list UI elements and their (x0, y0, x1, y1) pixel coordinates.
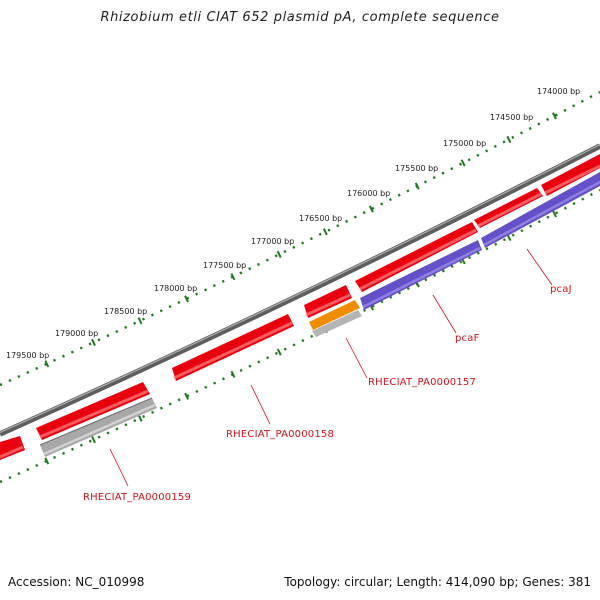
gene-label-rheciat-pa0000158[interactable]: RHECIAT_PA0000158 (226, 429, 334, 440)
outer-major-tick (506, 135, 512, 144)
leader-line (250, 384, 271, 425)
outer-major-tick (460, 159, 466, 167)
scale-tick-label: 177500 bp (203, 261, 246, 270)
forward-strand-features (0, 154, 600, 460)
reverse-strand-features (39, 172, 600, 457)
scale-tick-label: 175000 bp (443, 139, 486, 148)
scale-tick-label: 178500 bp (104, 307, 147, 316)
inner-major-tick (184, 392, 190, 400)
gene-label-pcaf[interactable]: pcaF (455, 333, 480, 344)
scale-tick-label: 176500 bp (299, 214, 342, 223)
leader-line (432, 294, 457, 334)
leader-line (526, 248, 553, 286)
outer-major-tick (44, 360, 50, 368)
outer-major-tick (184, 295, 189, 303)
outer-major-tick (368, 205, 374, 213)
leader-line (109, 448, 129, 487)
inner-major-tick (44, 457, 50, 465)
scale-tick-label: 177000 bp (251, 237, 294, 246)
scale-tick-label: 175500 bp (395, 164, 438, 173)
outer-major-tick (137, 317, 143, 325)
scale-tick-label: 179500 bp (6, 351, 49, 360)
sequence-backbone (0, 143, 600, 437)
outer-major-tick (230, 273, 236, 281)
rheciat-pa0000157-gene-arrow[interactable] (309, 300, 360, 330)
outer-major-tick (551, 112, 557, 120)
outer-major-tick (276, 250, 282, 258)
leader-line (345, 337, 368, 379)
scale-tick-label: 179000 bp (55, 329, 98, 338)
inner-major-tick (137, 414, 143, 422)
scale-tick-label: 174500 bp (490, 113, 533, 122)
inner-major-tick (230, 370, 236, 378)
outer-major-tick (91, 338, 96, 346)
scale-tick-label: 178000 bp (154, 284, 197, 293)
accession-text: Accession: NC_010998 (8, 575, 145, 589)
outer-major-tick (322, 228, 328, 236)
forward-feature-arrow[interactable] (541, 154, 600, 196)
scale-tick-label: 174000 bp (537, 87, 580, 96)
inner-major-tick (91, 436, 96, 444)
map-title: Rhizobium etli CIAT 652 plasmid pA, comp… (100, 10, 500, 25)
rheciat-pa0000157-secondary-arrow[interactable] (312, 310, 362, 337)
pcaJ-gene-arrow[interactable] (481, 172, 600, 248)
gene-label-pcaj[interactable]: pcaJ (550, 284, 572, 295)
sequence-backbone-highlight (0, 143, 600, 434)
gene-label-leaders (109, 248, 553, 487)
scale-tick-labels: 174000 bp 174500 bp 175000 bp 175500 bp 1760… (6, 87, 580, 360)
inner-major-tick (276, 348, 282, 356)
topology-summary: Topology: circular; Length: 414,090 bp; … (284, 575, 591, 589)
scale-tick-label: 176000 bp (347, 189, 390, 198)
gene-label-rheciat-pa0000157[interactable]: RHECIAT_PA0000157 (368, 377, 476, 388)
outer-major-tick (414, 182, 420, 190)
inner-major-tick (552, 210, 558, 218)
gene-label-rheciat-pa0000159[interactable]: RHECIAT_PA0000159 (83, 492, 191, 503)
